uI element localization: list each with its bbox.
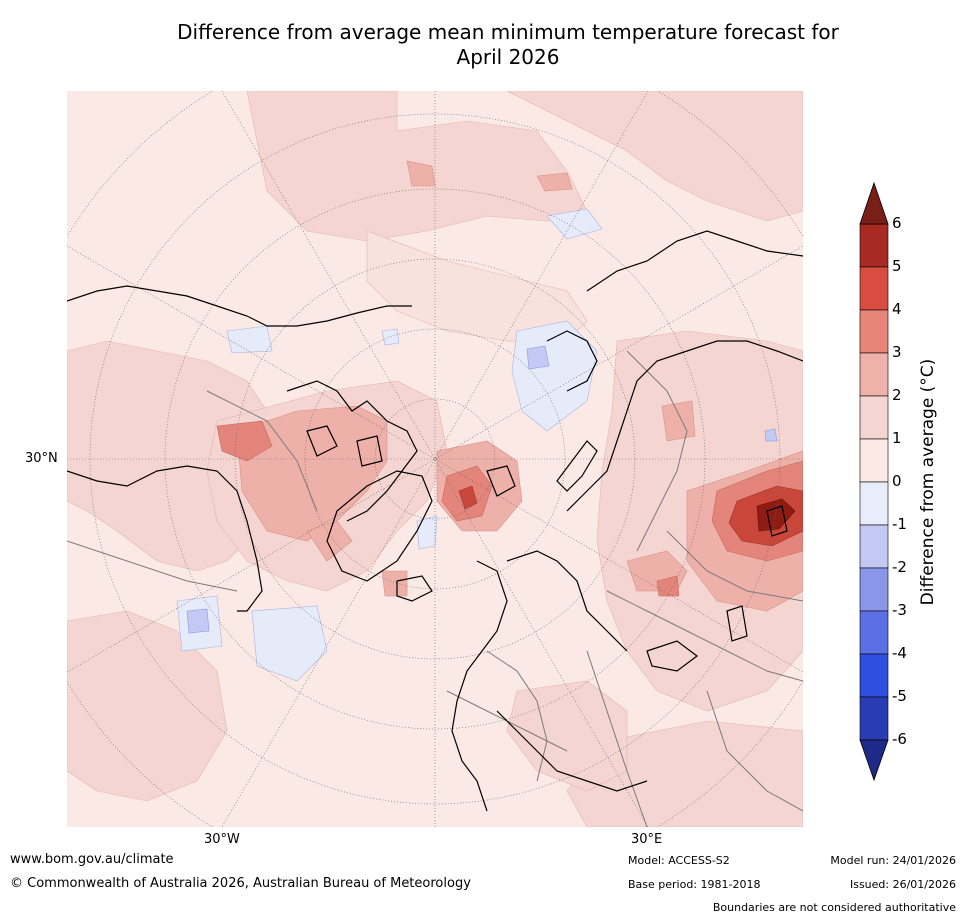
colorbar-swatches	[859, 223, 889, 741]
colorbar-swatch	[859, 309, 889, 354]
colorbar-tick-label: 0	[892, 472, 902, 490]
colorbar-tick-label: -1	[892, 515, 907, 533]
lon-label-30w: 30°W	[204, 832, 240, 847]
model-run-label: Model run: 24/01/2026	[830, 854, 956, 867]
colorbar-swatch	[859, 266, 889, 311]
colorbar-tick-label: 3	[892, 343, 902, 361]
title-line-1: Difference from average mean minimum tem…	[177, 20, 839, 44]
title-line-2: April 2026	[456, 45, 560, 69]
coastlines	[67, 230, 803, 812]
colorbar-tick-label: -6	[892, 730, 907, 748]
copyright: © Commonwealth of Australia 2026, Austra…	[10, 876, 471, 891]
chart-title: Difference from average mean minimum tem…	[50, 20, 965, 70]
lon-label-30e: 30°E	[631, 832, 663, 847]
colorbar-tick-label: -5	[892, 687, 907, 705]
colorbar-swatch	[859, 352, 889, 397]
warm-regions	[236, 160, 803, 612]
graticule	[67, 91, 803, 827]
colorbar	[859, 181, 889, 782]
colorbar-tick-label: -2	[892, 558, 907, 576]
colorbar-swatch	[859, 481, 889, 526]
cooler-regions	[186, 345, 778, 634]
colorbar-under-arrow	[859, 739, 889, 782]
colorbar-swatch	[859, 696, 889, 741]
colorbar-swatch	[859, 653, 889, 698]
issued-label: Issued: 26/01/2026	[849, 878, 956, 891]
colorbar-swatch	[859, 610, 889, 655]
base-period-label: Base period: 1981-2018	[628, 878, 761, 891]
colorbar-swatch	[859, 524, 889, 569]
colorbar-tick-label: -3	[892, 601, 907, 619]
anomaly-map	[67, 91, 803, 827]
colorbar-tick-label: 2	[892, 386, 902, 404]
disclaimer: Boundaries are not considered authoritat…	[712, 901, 956, 914]
colorbar-swatch	[859, 567, 889, 612]
colorbar-tick-label: 5	[892, 257, 902, 275]
very-hot-regions	[458, 485, 803, 547]
colorbar-tick-label: 4	[892, 300, 902, 318]
model-label: Model: ACCESS-S2	[628, 854, 730, 867]
colorbar-swatch	[859, 223, 889, 268]
colorbar-swatch	[859, 438, 889, 483]
website-link[interactable]: www.bom.gov.au/climate	[10, 852, 174, 867]
colorbar-over-arrow	[859, 181, 889, 225]
colorbar-tick-label: 1	[892, 429, 902, 447]
colorbar-tick-label: 6	[892, 214, 902, 232]
colorbar-swatch	[859, 395, 889, 440]
colorbar-label: Difference from average (°C)	[918, 358, 938, 606]
lat-label-30n: 30°N	[25, 451, 58, 466]
colorbar-tick-label: -4	[892, 644, 907, 662]
